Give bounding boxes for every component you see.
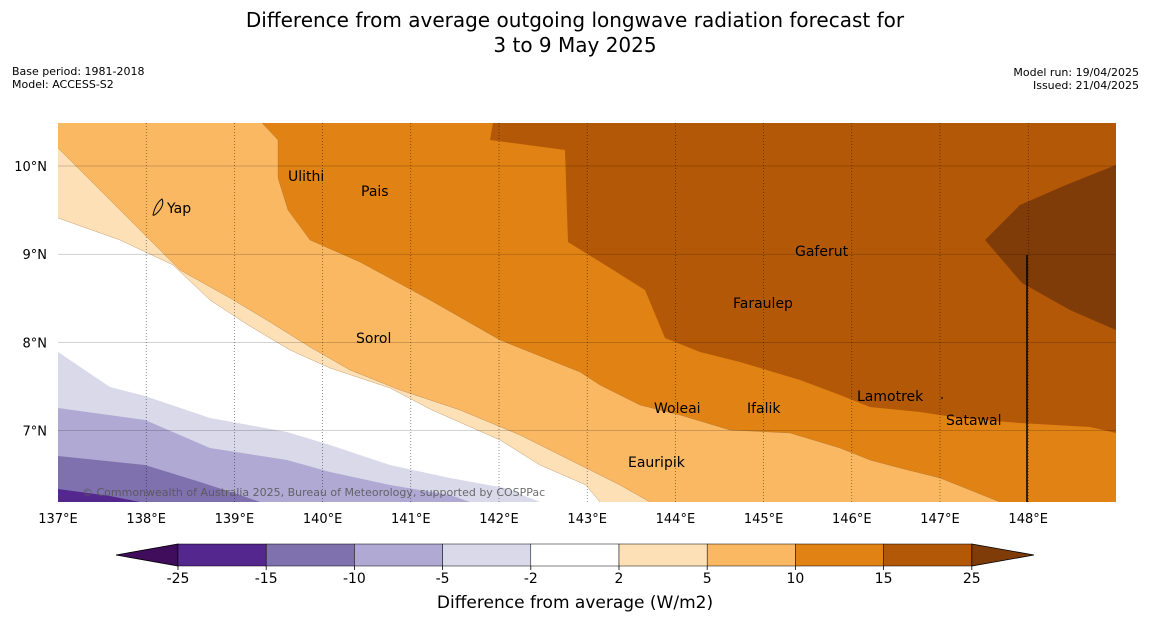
island-label-gaferut: Gaferut (795, 244, 849, 260)
colorbar-tick-label: 2 (615, 571, 624, 587)
lat-tick-label: 7°N (23, 425, 48, 440)
colorbar-extend-high (971, 543, 1035, 567)
lon-tick-label: 147°E (920, 512, 960, 527)
lat-tick-label: 10°N (14, 160, 47, 175)
lon-tick-label: 142°E (479, 512, 519, 527)
meta-right: Model run: 19/04/2025 Issued: 21/04/2025 (1013, 66, 1139, 92)
island-label-faraulep: Faraulep (733, 296, 793, 312)
colorbar-segment (177, 543, 267, 567)
lon-tick-labels: 137°E 138°E 139°E 140°E 141°E 142°E 143°E 144°E… (38, 512, 1048, 527)
band-15-to-25 (490, 123, 1116, 433)
colorbar-segment (618, 543, 708, 567)
colorbar-segment (706, 543, 796, 567)
lon-tick-label: 140°E (303, 512, 343, 527)
lon-tick-label: 141°E (391, 512, 431, 527)
colorbar-segment (883, 543, 973, 567)
issued-text: Issued: 21/04/2025 (1032, 79, 1139, 92)
contour-line-2 (58, 217, 601, 502)
colorbar-tick-label: -2 (524, 571, 538, 587)
gridlines (58, 123, 1116, 502)
colorbar-segment (265, 543, 355, 567)
island-label-eauripik: Eauripik (628, 455, 686, 471)
satawal-dot-marker (941, 397, 943, 399)
colorbar: -25 -15 -10 -5 -2 2 5 10 15 25 (115, 543, 1035, 587)
contour-line-5 (58, 147, 651, 502)
meta-left: Base period: 1981-2018 Model: ACCESS-S2 (12, 65, 144, 91)
island-label-pais: Pais (361, 184, 389, 200)
colorbar-segment (354, 543, 443, 567)
island-label-woleai: Woleai (654, 401, 701, 417)
island-label-ulithi: Ulithi (288, 169, 324, 185)
island-label-sorol: Sorol (356, 331, 391, 347)
lon-tick-label: 144°E (656, 512, 696, 527)
chart-title: Difference from average outgoing longwav… (0, 8, 1150, 58)
contour-line-10 (261, 123, 1001, 502)
island-label-satawal: Satawal (946, 413, 1001, 429)
lon-tick-label: 146°E (832, 512, 872, 527)
title-line-2: 3 to 9 May 2025 (493, 33, 657, 57)
colorbar-tick-label: -5 (436, 571, 450, 587)
colorbar-tick-label: 10 (786, 571, 804, 587)
colorbar-segment (795, 543, 884, 567)
colorbar-tick-label: -15 (255, 571, 278, 587)
base-period-text: Base period: 1981-2018 (12, 65, 145, 78)
band-minus-15-to-25 (58, 489, 140, 502)
colorbar-tick-label: 5 (703, 571, 712, 587)
lat-tick-label: 9°N (23, 248, 48, 263)
island-label-ifalik: Ifalik (747, 401, 781, 417)
lon-tick-label: 148°E (1008, 512, 1048, 527)
lon-tick-label: 139°E (215, 512, 255, 527)
yap-island-outline (152, 198, 164, 216)
lon-tick-label: 137°E (38, 512, 78, 527)
colorbar-segment (530, 543, 620, 567)
colorbar-tick-label: 25 (963, 571, 981, 587)
band-over-25 (985, 165, 1116, 330)
colorbar-tick-label: 15 (875, 571, 893, 587)
colorbar-extend-low (115, 543, 179, 567)
band-minus-10-to-15 (58, 456, 260, 502)
copyright-text: © Commonwealth of Australia 2025, Bureau… (82, 486, 545, 499)
model-text: Model: ACCESS-S2 (12, 78, 114, 91)
island-label-lamotrek: Lamotrek (857, 389, 924, 405)
colorbar-segment (442, 543, 532, 567)
map-plot-area: Yap Ulithi Pais Gaferut Faraulep Sorol L… (58, 123, 1116, 502)
colorbar-tick-label: -10 (343, 571, 366, 587)
colorbar-title: Difference from average (W/m2) (436, 593, 714, 613)
lat-tick-labels: 10°N 9°N 8°N 7°N (14, 160, 47, 440)
model-run-text: Model run: 19/04/2025 (1013, 66, 1139, 79)
island-label-yap: Yap (166, 201, 191, 217)
title-line-1: Difference from average outgoing longwav… (245, 8, 905, 32)
colorbar-tick-label: -25 (167, 571, 190, 587)
lon-tick-label: 143°E (567, 512, 607, 527)
lat-tick-label: 8°N (23, 336, 48, 351)
lon-tick-label: 145°E (744, 512, 784, 527)
lon-tick-label: 138°E (126, 512, 166, 527)
